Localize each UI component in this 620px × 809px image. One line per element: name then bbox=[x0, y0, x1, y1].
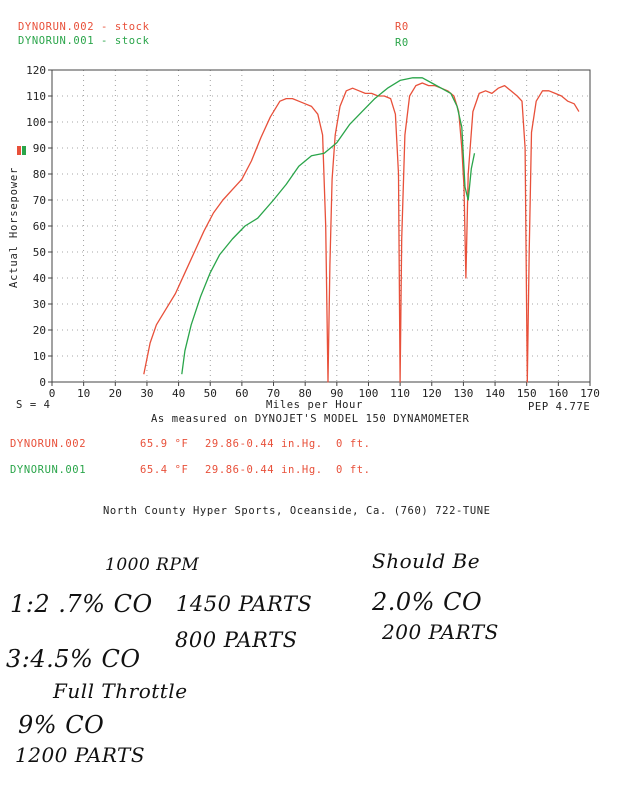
dyno-chart: 0 10 20 30 40 50 60 70 80 90 100 110 120 0 10 20 30 40 50… bbox=[17, 64, 600, 400]
x-tick-label: 90 bbox=[330, 387, 343, 400]
note-should-be: Should Be bbox=[372, 549, 481, 573]
run1-color-marker bbox=[22, 146, 26, 155]
x-tick-label: 80 bbox=[299, 387, 312, 400]
note-target-parts: 200 PARTS bbox=[382, 620, 499, 644]
chart-series bbox=[143, 77, 580, 383]
run1-temp: 65.4 °F bbox=[140, 464, 189, 476]
y-tick-label: 110 bbox=[26, 90, 46, 103]
x-tick-label: 50 bbox=[204, 387, 217, 400]
legend-run2-tag: R0 bbox=[395, 21, 409, 33]
run1-alt: 0 ft. bbox=[336, 464, 371, 476]
y-tick-label: 70 bbox=[33, 194, 46, 207]
x-axis-label: Miles per Hour bbox=[266, 399, 363, 411]
x-tick-label: 60 bbox=[235, 387, 248, 400]
chart-axes bbox=[48, 69, 591, 386]
shop-info: North County Hyper Sports, Oceanside, Ca… bbox=[103, 505, 491, 517]
x-tick-label: 30 bbox=[140, 387, 153, 400]
note-rpm: 1000 RPM bbox=[105, 555, 200, 575]
run2-baro: 29.86-0.44 in.Hg. bbox=[205, 438, 323, 450]
x-tick-label: 70 bbox=[267, 387, 280, 400]
x-tick-labels: 0 10 20 30 40 50 60 70 80 90 100 110 120 130 140 150 160… bbox=[49, 387, 600, 400]
measured-caption: As measured on DYNOJET'S MODEL 150 DYNAM… bbox=[151, 413, 470, 425]
y-tick-label: 40 bbox=[33, 272, 46, 285]
note-full-throttle: Full Throttle bbox=[53, 679, 188, 703]
run2-color-marker bbox=[17, 146, 21, 155]
run1-name: DYNORUN.001 bbox=[10, 464, 87, 476]
y-tick-label: 30 bbox=[33, 298, 46, 311]
y-tick-label: 80 bbox=[33, 168, 46, 181]
note-line2-parts: 800 PARTS bbox=[175, 628, 298, 652]
plot-frame bbox=[51, 69, 591, 383]
x-tick-label: 40 bbox=[172, 387, 185, 400]
y-tick-label: 0 bbox=[39, 376, 46, 389]
x-tick-label: 10 bbox=[77, 387, 90, 400]
run1-baro: 29.86-0.44 in.Hg. bbox=[205, 464, 323, 476]
x-tick-label: 100 bbox=[359, 387, 379, 400]
x-tick-label: 170 bbox=[580, 387, 600, 400]
series-line-run1 bbox=[181, 77, 476, 375]
series-line-run2 bbox=[143, 82, 580, 383]
y-tick-label: 90 bbox=[33, 142, 46, 155]
y-tick-label: 100 bbox=[26, 116, 46, 129]
note-line2: 3:4.5% CO bbox=[6, 645, 141, 673]
x-tick-label: 160 bbox=[548, 387, 568, 400]
smoothing-label: S = 4 bbox=[16, 399, 51, 411]
chart-grid bbox=[52, 69, 591, 382]
x-tick-label: 20 bbox=[109, 387, 122, 400]
pep-label: PEP 4.77E bbox=[528, 401, 591, 413]
y-tick-label: 120 bbox=[26, 64, 46, 77]
x-tick-label: 140 bbox=[485, 387, 505, 400]
x-tick-label: 120 bbox=[422, 387, 442, 400]
legend-run1-label: DYNORUN.001 - stock bbox=[18, 35, 150, 47]
legend-run1-tag: R0 bbox=[395, 37, 409, 49]
run2-name: DYNORUN.002 bbox=[10, 438, 87, 450]
x-tick-label: 0 bbox=[49, 387, 56, 400]
note-target-co: 2.0% CO bbox=[372, 588, 483, 616]
y-axis-label: Actual Horsepower bbox=[8, 166, 20, 288]
y-tick-label: 50 bbox=[33, 246, 46, 259]
note-line1: 1:2 .7% CO bbox=[10, 590, 153, 618]
run-color-markers bbox=[17, 146, 26, 155]
run2-temp: 65.9 °F bbox=[140, 438, 189, 450]
x-tick-label: 130 bbox=[453, 387, 473, 400]
x-tick-label: 110 bbox=[390, 387, 410, 400]
y-tick-label: 60 bbox=[33, 220, 46, 233]
y-tick-labels: 0 10 20 30 40 50 60 70 80 90 100 110 120 bbox=[26, 64, 46, 389]
y-tick-label: 10 bbox=[33, 350, 46, 363]
legend-run2-label: DYNORUN.002 - stock bbox=[18, 21, 150, 33]
x-tick-label: 150 bbox=[517, 387, 537, 400]
note-line1-parts: 1450 PARTS bbox=[176, 592, 313, 616]
y-tick-label: 20 bbox=[33, 324, 46, 337]
note-ft-parts: 1200 PARTS bbox=[15, 743, 146, 767]
note-ft-co: 9% CO bbox=[18, 711, 105, 739]
run2-alt: 0 ft. bbox=[336, 438, 371, 450]
